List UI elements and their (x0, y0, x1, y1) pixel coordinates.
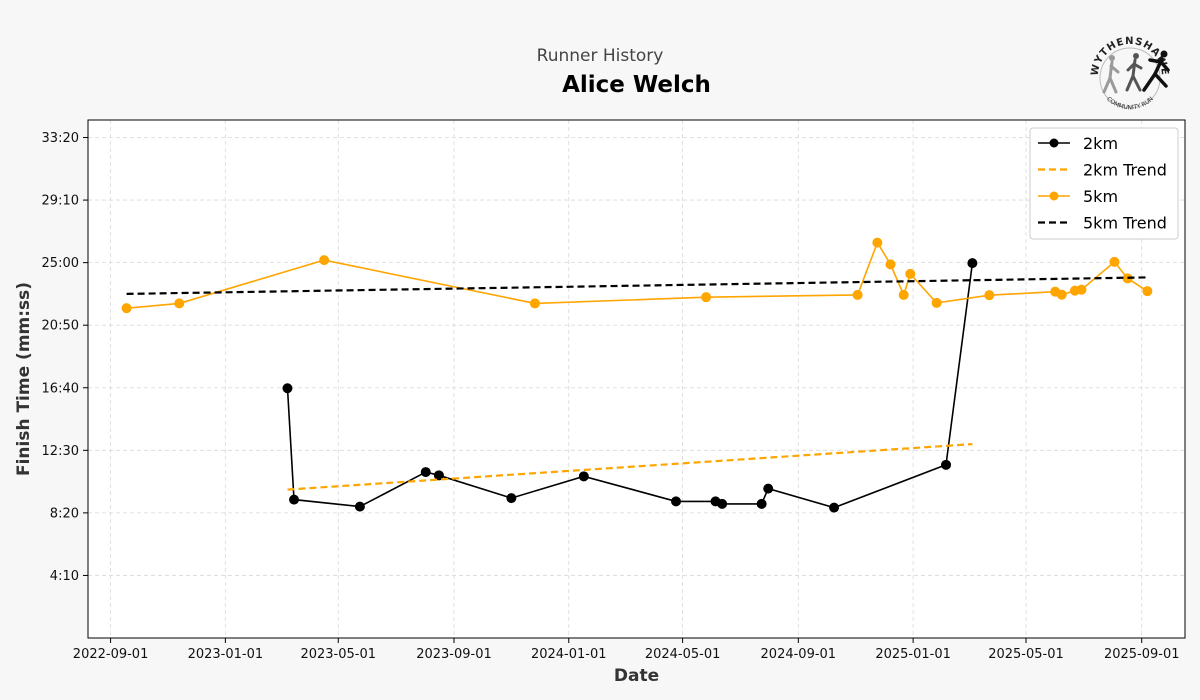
legend-box (1029, 127, 1179, 240)
y-tick-label: 20:50 (42, 319, 79, 334)
x-tick-label: 2025-01-01 (875, 647, 951, 662)
chart-suptitle: Runner History (536, 46, 664, 66)
data-point (905, 268, 916, 279)
legend-swatch-marker (1049, 138, 1059, 148)
x-tick-label: 2023-05-01 (300, 647, 376, 662)
data-point (967, 258, 978, 269)
x-tick-label: 2025-05-01 (988, 647, 1064, 662)
data-point (1076, 284, 1087, 295)
data-point (319, 255, 330, 266)
y-tick-label: 16:40 (42, 381, 79, 396)
x-tick-label: 2024-05-01 (645, 647, 721, 662)
data-point (1142, 286, 1153, 297)
legend-entry-label: 5km (1083, 187, 1118, 206)
data-point (984, 290, 995, 301)
running-figures-logo-icon: WYTHENSHAWE COMMUNITY RUN (1090, 36, 1170, 111)
data-point (756, 498, 767, 509)
data-point (671, 496, 682, 507)
data-point (282, 383, 293, 394)
data-point (941, 459, 952, 470)
data-point (506, 493, 517, 504)
chart-title: Alice Welch (562, 72, 711, 98)
x-tick-label: 2022-09-01 (73, 647, 149, 662)
data-point (852, 289, 863, 300)
y-tick-label: 4:10 (50, 569, 79, 584)
data-point (763, 483, 774, 494)
x-tick-label: 2023-09-01 (416, 647, 492, 662)
legend-swatch-marker (1049, 191, 1059, 201)
y-tick-label: 29:10 (42, 194, 79, 209)
series-trend-line (126, 276, 1148, 295)
data-point (121, 303, 132, 314)
plot-area (88, 120, 1185, 638)
data-point (829, 502, 840, 513)
data-point (931, 297, 942, 308)
data-point (529, 298, 540, 309)
legend-entry-label: 5km Trend (1083, 214, 1167, 233)
x-tick-label: 2024-01-01 (531, 647, 607, 662)
data-point (872, 237, 883, 248)
data-point (1056, 289, 1067, 300)
data-point (289, 494, 300, 505)
y-axis-label: Finish Time (mm:ss) (14, 282, 34, 476)
y-tick-label: 25:00 (42, 256, 79, 271)
legend-entry-label: 2km (1083, 134, 1118, 153)
data-point (717, 498, 728, 509)
y-tick-label: 8:20 (50, 506, 79, 521)
data-point (898, 289, 909, 300)
data-point (578, 471, 589, 482)
y-tick-label: 12:30 (42, 444, 79, 459)
y-tick-label: 33:20 (42, 131, 79, 146)
data-point (174, 298, 185, 309)
x-tick-label: 2025-09-01 (1104, 647, 1180, 662)
x-tick-label: 2024-09-01 (761, 647, 837, 662)
data-point (1109, 256, 1120, 267)
data-point (433, 470, 444, 481)
x-axis-label: Date (614, 666, 659, 686)
x-tick-label: 2023-01-01 (188, 647, 264, 662)
data-point (420, 467, 431, 478)
legend-entry-label: 2km Trend (1083, 161, 1167, 180)
data-point (885, 259, 896, 270)
plot-frame (87, 119, 1186, 639)
series-trend-line (287, 443, 973, 491)
data-point (701, 292, 712, 303)
data-point (354, 501, 365, 512)
